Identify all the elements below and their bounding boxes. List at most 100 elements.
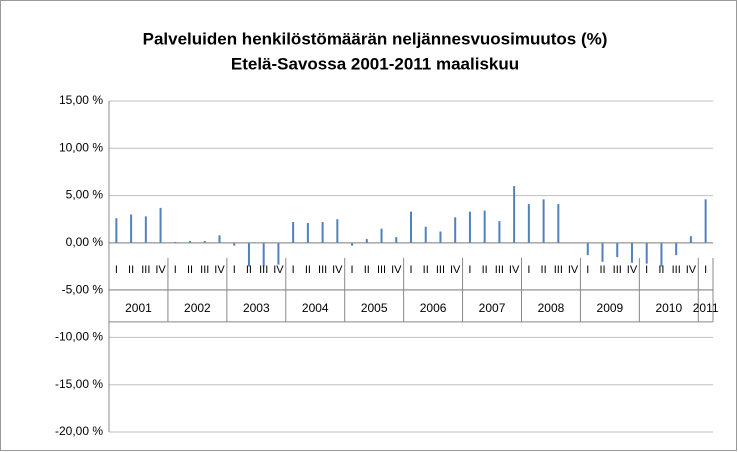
x-tick-label: IV (627, 264, 638, 276)
bar (130, 214, 133, 243)
year-label: 2002 (184, 301, 211, 315)
bar (262, 242, 265, 267)
bar (159, 207, 162, 243)
x-tick-label: IV (509, 264, 520, 276)
year-label: 2011 (693, 301, 719, 315)
y-tick-label: -15,00 % (55, 377, 103, 391)
bar (498, 221, 501, 243)
x-tick-label: III (200, 264, 209, 276)
x-tick-label: IV (214, 264, 225, 276)
x-tick-label: II (599, 264, 605, 276)
x-tick-label: I (409, 264, 412, 276)
x-tick-label: IV (391, 264, 402, 276)
year-label: 2006 (420, 301, 447, 315)
x-tick-label: III (141, 264, 150, 276)
x-tick-label: II (305, 264, 311, 276)
x-tick-label: I (233, 264, 236, 276)
year-label: 2004 (302, 301, 329, 315)
year-label: 2005 (361, 301, 388, 315)
x-tick-label: I (704, 264, 707, 276)
x-tick-label: III (318, 264, 327, 276)
x-tick-label: III (613, 264, 622, 276)
bar (439, 231, 442, 243)
x-tick-label: II (658, 264, 664, 276)
bar (351, 242, 354, 246)
year-label: 2003 (243, 301, 270, 315)
y-tick-label: 15,00 % (59, 93, 103, 107)
bar (601, 242, 604, 262)
bar (689, 236, 692, 243)
x-tick-label: IV (568, 264, 579, 276)
bar (144, 216, 147, 243)
year-label: 2007 (479, 301, 506, 315)
x-tick-label: I (351, 264, 354, 276)
bar (395, 237, 398, 243)
bar (645, 242, 648, 264)
bar (630, 242, 633, 263)
bar (424, 226, 427, 243)
bar (513, 186, 516, 243)
year-label: 2010 (655, 301, 682, 315)
bar (380, 228, 383, 243)
x-tick-label: III (259, 264, 268, 276)
year-label: 2009 (597, 301, 624, 315)
bar (365, 239, 368, 243)
bar (203, 240, 206, 243)
bar (660, 242, 663, 267)
bar (321, 222, 324, 243)
chart-subtitle: Etelä-Savossa 2001-2011 maaliskuu (231, 54, 519, 73)
y-tick-label: 5,00 % (66, 188, 104, 202)
bar (454, 217, 457, 243)
y-tick-label: -10,00 % (55, 330, 103, 344)
bar (233, 242, 236, 246)
x-tick-label: III (377, 264, 386, 276)
chart-title: Palveluiden henkilöstömäärän neljännesvu… (143, 29, 608, 48)
bar (542, 199, 545, 243)
bar (557, 204, 560, 243)
x-tick-label: III (495, 264, 504, 276)
x-tick-label: II (246, 264, 252, 276)
x-tick-label: IV (686, 264, 697, 276)
x-tick-label: IV (273, 264, 284, 276)
year-label: 2008 (538, 301, 565, 315)
y-tick-label: -20,00 % (55, 424, 103, 438)
bar (247, 242, 250, 267)
bar (616, 242, 619, 258)
x-tick-label: I (586, 264, 589, 276)
x-tick-label: II (187, 264, 193, 276)
x-tick-label: IV (332, 264, 343, 276)
x-tick-label: IV (155, 264, 166, 276)
bar (306, 222, 309, 243)
y-tick-label: -5,00 % (62, 282, 104, 296)
x-tick-label: II (128, 264, 134, 276)
x-tick-label: I (174, 264, 177, 276)
bar (704, 199, 707, 243)
bar (586, 242, 589, 256)
y-tick-label: 10,00 % (59, 140, 103, 154)
bar (277, 242, 280, 265)
x-tick-label: II (364, 264, 370, 276)
bar (189, 240, 192, 243)
x-tick-label: IV (450, 264, 461, 276)
bar (218, 235, 221, 243)
bar (483, 210, 486, 243)
x-tick-label: I (645, 264, 648, 276)
x-tick-label: III (436, 264, 445, 276)
x-tick-label: I (292, 264, 295, 276)
x-tick-label: III (554, 264, 563, 276)
bar (292, 222, 295, 243)
year-label: 2001 (125, 301, 152, 315)
bar (527, 204, 530, 243)
bar (468, 211, 471, 243)
x-tick-label: II (541, 264, 547, 276)
x-tick-label: III (672, 264, 681, 276)
bar (115, 218, 118, 243)
x-tick-label: I (527, 264, 530, 276)
y-tick-label: 0,00 % (66, 235, 104, 249)
bar (675, 242, 678, 256)
x-tick-label: I (468, 264, 471, 276)
bar (410, 211, 412, 243)
bar (336, 219, 339, 243)
